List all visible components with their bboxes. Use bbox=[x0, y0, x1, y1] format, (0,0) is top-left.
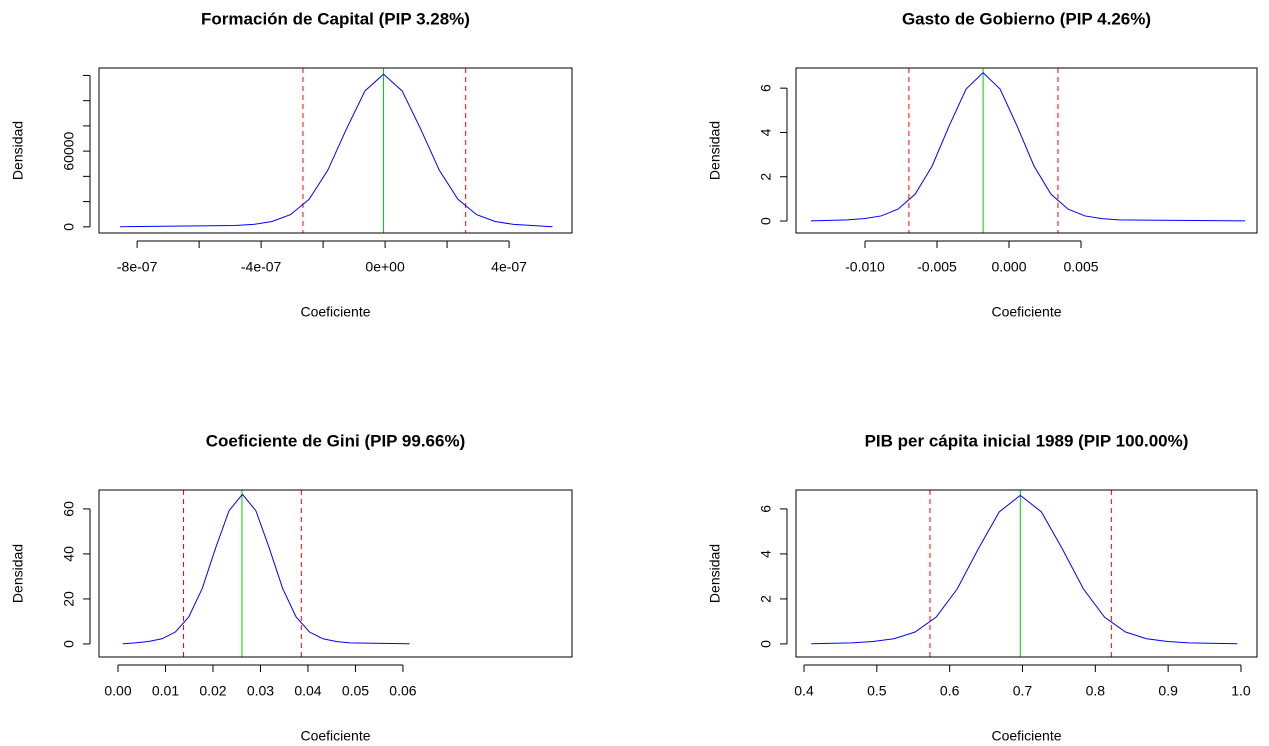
y-tick-label: 0 bbox=[61, 223, 77, 231]
chart-title: Formación de Capital (PIP 3.28%) bbox=[201, 9, 470, 28]
y-tick-label: 60000 bbox=[61, 131, 77, 170]
x-tick-label: -0.005 bbox=[917, 259, 957, 275]
y-axis-label: Densidad bbox=[10, 121, 26, 180]
x-tick-label: 0.02 bbox=[199, 683, 226, 699]
chart-title: Coeficiente de Gini (PIP 99.66%) bbox=[206, 431, 466, 450]
density-curve bbox=[122, 493, 410, 645]
x-tick-label: 0.9 bbox=[1158, 683, 1178, 699]
x-tick-label: 0.04 bbox=[294, 683, 321, 699]
x-tick-label: -4e-07 bbox=[241, 259, 282, 275]
x-tick-label: 0.5 bbox=[867, 683, 887, 699]
y-tick-label: 2 bbox=[758, 173, 774, 181]
x-axis-label: Coeficiente bbox=[991, 304, 1061, 320]
x-tick-label: 4e-07 bbox=[491, 259, 527, 275]
x-axis-label: Coeficiente bbox=[300, 728, 370, 744]
x-tick-label: 0.8 bbox=[1086, 683, 1106, 699]
plot-frame bbox=[98, 67, 573, 234]
plot-frame bbox=[795, 489, 1258, 658]
y-tick-label: 60 bbox=[61, 501, 77, 517]
y-tick-label: 20 bbox=[61, 591, 77, 607]
x-axis-label: Coeficiente bbox=[991, 728, 1061, 744]
x-tick-label: 0.4 bbox=[794, 683, 814, 699]
density-curve bbox=[811, 494, 1238, 645]
density-curve bbox=[120, 73, 553, 228]
chart-title: Gasto de Gobierno (PIP 4.26%) bbox=[902, 9, 1151, 28]
x-tick-label: 0.05 bbox=[342, 683, 369, 699]
x-tick-label: 0.7 bbox=[1013, 683, 1033, 699]
x-axis-label: Coeficiente bbox=[300, 304, 370, 320]
plot-frame bbox=[98, 489, 573, 658]
y-tick-label: 0 bbox=[758, 217, 774, 225]
x-tick-label: -0.010 bbox=[845, 259, 885, 275]
y-axis-label: Densidad bbox=[707, 544, 723, 603]
y-axis-label: Densidad bbox=[10, 544, 26, 603]
x-tick-label: -8e-07 bbox=[117, 259, 158, 275]
x-tick-label: 0e+00 bbox=[365, 259, 405, 275]
x-tick-label: 0.06 bbox=[389, 683, 416, 699]
x-tick-label: 0.000 bbox=[991, 259, 1026, 275]
plot-frame bbox=[795, 67, 1258, 234]
x-tick-label: 0.00 bbox=[104, 683, 131, 699]
x-tick-label: 0.6 bbox=[940, 683, 960, 699]
y-tick-label: 0 bbox=[758, 640, 774, 648]
y-tick-label: 4 bbox=[758, 550, 774, 558]
x-tick-label: 0.005 bbox=[1063, 259, 1098, 275]
y-tick-label: 6 bbox=[758, 84, 774, 92]
chart-title: PIB per cápita inicial 1989 (PIP 100.00%… bbox=[865, 431, 1189, 450]
y-tick-label: 6 bbox=[758, 505, 774, 513]
y-tick-label: 40 bbox=[61, 546, 77, 562]
x-tick-label: 0.03 bbox=[247, 683, 274, 699]
x-tick-label: 1.0 bbox=[1231, 683, 1251, 699]
y-axis-label: Densidad bbox=[707, 121, 723, 180]
y-tick-label: 2 bbox=[758, 595, 774, 603]
density-curve bbox=[810, 71, 1246, 222]
y-tick-label: 4 bbox=[758, 128, 774, 136]
y-tick-label: 0 bbox=[61, 640, 77, 648]
x-tick-label: 0.01 bbox=[152, 683, 179, 699]
